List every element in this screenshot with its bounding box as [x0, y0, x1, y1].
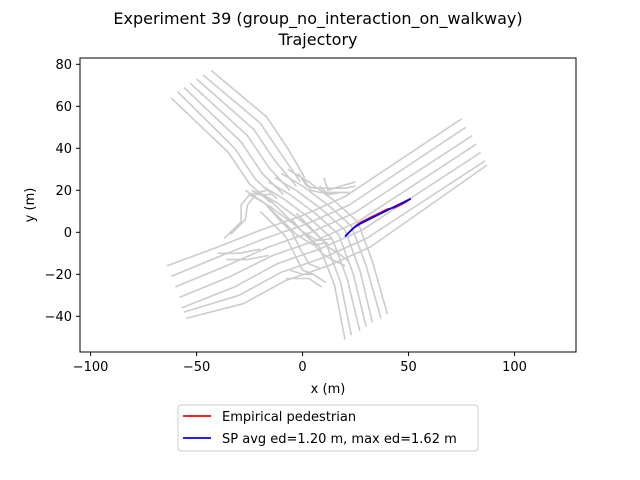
lane-line — [261, 185, 361, 332]
lane-line — [244, 189, 329, 246]
x-tick-label: −50 — [183, 360, 210, 375]
lane-line — [289, 269, 327, 284]
lane-line — [318, 185, 341, 196]
lane-line — [179, 143, 477, 299]
lane-line — [189, 82, 291, 191]
lane-line — [202, 74, 302, 183]
y-axis-ticks: −40 −20 0 20 40 60 80 — [45, 58, 80, 325]
lane-line — [287, 168, 389, 315]
trajectory-series — [344, 197, 412, 238]
y-tick-label: 80 — [55, 58, 72, 73]
y-tick-label: 0 — [64, 226, 72, 241]
lane-line — [217, 248, 261, 255]
y-tick-label: 20 — [55, 184, 72, 199]
lane-line — [181, 151, 482, 309]
series-line-sp — [344, 197, 412, 238]
legend-label-empirical: Empirical pedestrian — [222, 410, 356, 425]
lane-line — [210, 69, 306, 179]
lane-line — [170, 126, 467, 278]
lane-line — [259, 210, 314, 276]
lane-line — [251, 189, 333, 242]
background-lanes — [166, 69, 488, 340]
legend-box — [177, 404, 479, 452]
lane-line — [185, 164, 488, 320]
lane-line — [183, 160, 486, 313]
lane-line — [280, 172, 382, 319]
chart-title: Experiment 39 (group_no_interaction_on_w… — [113, 9, 522, 29]
lane-line — [263, 202, 320, 269]
lane-line — [274, 177, 374, 323]
lane-line — [226, 254, 269, 261]
y-tick-label: −20 — [45, 268, 72, 283]
x-tick-label: 100 — [502, 360, 527, 375]
legend-label-sp: SP avg ed=1.20 m, max ed=1.62 m — [222, 432, 457, 447]
x-tick-label: 50 — [400, 360, 417, 375]
x-tick-label: 0 — [298, 360, 306, 375]
lane-line — [301, 177, 350, 194]
lane-line — [175, 135, 473, 288]
y-tick-label: 60 — [55, 100, 72, 115]
lane-line — [323, 177, 356, 192]
lane-line — [268, 181, 367, 327]
plot-frame — [79, 57, 577, 353]
y-tick-label: 40 — [55, 142, 72, 157]
lane-line — [285, 277, 323, 288]
lane-line — [196, 78, 297, 187]
legend: Empirical pedestrian SP avg ed=1.20 m, m… — [177, 404, 479, 452]
x-tick-label: −100 — [73, 360, 109, 375]
lane-line — [297, 173, 356, 189]
y-axis-label: y (m) — [23, 188, 38, 223]
y-tick-label: −40 — [45, 310, 72, 325]
lane-line — [223, 189, 267, 240]
x-axis-label: x (m) — [311, 382, 346, 397]
chart-subtitle: Trajectory — [278, 30, 358, 49]
x-axis-ticks: −100 −50 0 50 100 — [73, 352, 527, 375]
